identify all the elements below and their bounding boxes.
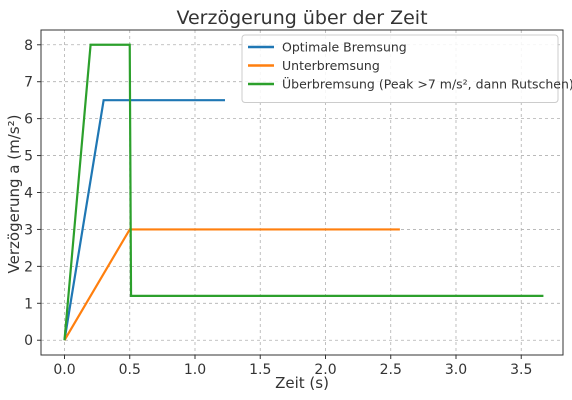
- legend: Optimale Bremsung Unterbremsung Überbremsu…: [241, 34, 572, 103]
- legend-label-1: Optimale Bremsung: [282, 40, 407, 55]
- legend-box: [241, 34, 559, 103]
- series-line-3: [63, 43, 544, 341]
- chart-title: Verzögerung über der Zeit: [176, 7, 427, 29]
- legend-label-3: Überbremsung (Peak >7 m/s², dann Rutsche…: [282, 76, 572, 92]
- y-tick-label: 1: [24, 296, 33, 312]
- legend-label-2: Unterbremsung: [282, 58, 380, 73]
- series-line-1: [63, 99, 225, 341]
- x-axis-label: Zeit (s): [275, 374, 329, 392]
- y-tick-label: 6: [24, 112, 33, 128]
- x-tick-label: 1.0: [184, 362, 206, 378]
- y-axis-label: Verzögerung a (m/s²): [5, 115, 23, 274]
- y-tick-label: 7: [24, 75, 33, 91]
- y-tick-label: 5: [24, 149, 33, 165]
- x-tick-label: 2.5: [380, 362, 402, 378]
- series-line-2: [63, 228, 400, 341]
- y-tick-label: 4: [24, 186, 33, 202]
- y-tick-label: 8: [24, 38, 33, 54]
- x-tick-label: 1.5: [249, 362, 271, 378]
- y-tick-label: 2: [24, 259, 33, 275]
- x-tick-label: 3.0: [445, 362, 467, 378]
- x-tick-label: 0.0: [53, 362, 75, 378]
- series-layer: [63, 43, 544, 341]
- y-tick-label: 0: [24, 333, 33, 349]
- x-tick-label: 3.5: [510, 362, 532, 378]
- y-tick-label: 3: [24, 222, 33, 238]
- x-tick-label: 0.5: [119, 362, 141, 378]
- axis-ticks: 0.0 0.5 1.0 1.5 2.0 2.5 3.0 3.5 0 1 2 3 4 5 6 7 8: [24, 38, 532, 378]
- x-tick-label: 2.0: [314, 362, 336, 378]
